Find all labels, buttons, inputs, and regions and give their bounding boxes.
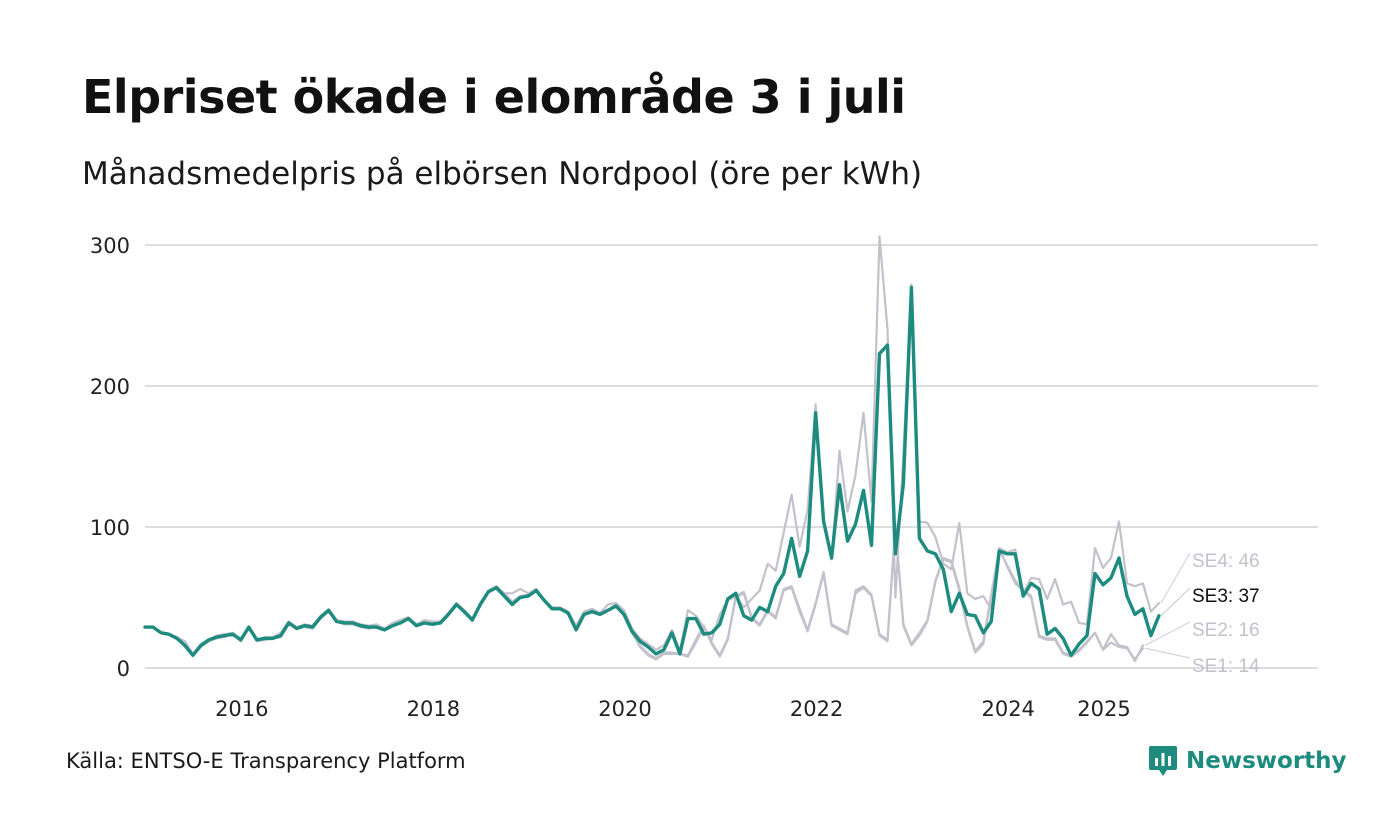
- series-line-se4: [143, 235, 1161, 656]
- bar-chart-speech-bubble-icon: [1149, 746, 1177, 776]
- y-tick-label: 0: [117, 657, 130, 681]
- leader-line: [1160, 587, 1191, 617]
- series-label-se1: SE1: 14: [1192, 656, 1260, 677]
- leader-line: [1160, 552, 1191, 604]
- x-tick-label: 2018: [407, 697, 460, 721]
- x-tick-label: 2016: [215, 697, 268, 721]
- source-note: Källa: ENTSO-E Transparency Platform: [66, 749, 466, 773]
- context-series: [143, 235, 1161, 663]
- series-label-se3: SE3: 37: [1192, 586, 1260, 607]
- y-tick-label: 300: [90, 234, 130, 258]
- x-tick-label: 2020: [598, 697, 651, 721]
- grid-lines: [145, 244, 1318, 669]
- y-axis: 0 100 200 300: [90, 234, 130, 681]
- x-axis: 2016 2018 2020 2022 2024 2025: [215, 697, 1131, 721]
- x-tick-label: 2024: [981, 697, 1034, 721]
- leader-line: [1144, 621, 1191, 646]
- chart-subtitle: Månadsmedelpris på elbörsen Nordpool (ör…: [82, 156, 923, 192]
- series-line-se3: [143, 285, 1161, 657]
- brand-name: Newsworthy: [1186, 748, 1347, 774]
- y-tick-label: 100: [90, 516, 130, 540]
- brand-logo[interactable]: Newsworthy: [1148, 744, 1347, 778]
- end-labels: SE1: 14 SE2: 16 SE3: 37 SE4: 46: [1144, 551, 1260, 677]
- x-tick-label: 2025: [1077, 697, 1130, 721]
- y-tick-label: 200: [90, 375, 130, 399]
- x-tick-label: 2022: [790, 697, 843, 721]
- series-label-se4: SE4: 46: [1192, 551, 1260, 572]
- highlight-series: [143, 285, 1161, 657]
- series-label-se2: SE2: 16: [1192, 620, 1260, 641]
- leader-line: [1144, 647, 1191, 659]
- chart-title: Elpriset ökade i elområde 3 i juli: [82, 70, 906, 124]
